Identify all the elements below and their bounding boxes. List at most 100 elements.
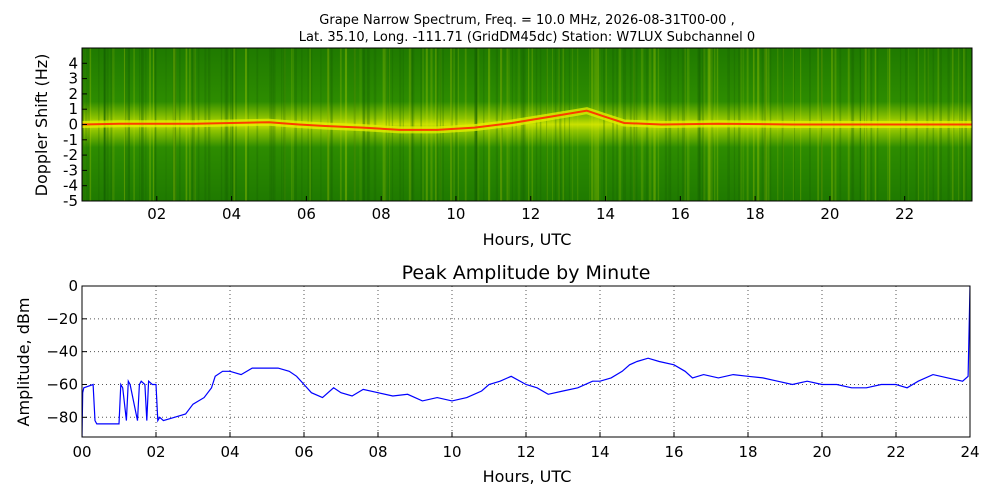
spectrogram-streak [439, 48, 442, 201]
spectrogram-streak [568, 48, 570, 201]
spectrogram-streak [528, 48, 530, 201]
spectrogram-streak [577, 48, 579, 201]
amplitude-x-tick-label: 00 [72, 443, 91, 461]
doppler-trace-core [82, 109, 972, 131]
spectrogram-streak [453, 48, 456, 201]
spectrogram-x-tick-label: 08 [372, 205, 391, 223]
spectrogram-streak [564, 48, 566, 201]
amplitude-x-tick-label: 16 [664, 443, 683, 461]
amplitude-plot-area [82, 286, 970, 437]
spectrogram-streak [420, 48, 423, 201]
spectrogram-x-tick-label: 22 [895, 205, 914, 223]
amplitude-series [82, 286, 970, 437]
spectrogram-streak [442, 48, 444, 201]
spectrogram-y-tick-label: 2 [68, 85, 78, 103]
amplitude-y-label: Amplitude, dBm [14, 298, 33, 427]
amplitude-x-tick-label: 08 [368, 443, 387, 461]
spectrogram-streak [389, 48, 391, 201]
spectrogram-x-tick-label: 02 [147, 205, 166, 223]
amplitude-x-tick-label: 10 [442, 443, 461, 461]
spectrogram-streak [455, 48, 458, 201]
spectrogram-streak [551, 48, 553, 201]
amplitude-y-tick-label: −40 [46, 343, 78, 361]
spectrogram-streak [558, 48, 560, 201]
spectrogram-streak [382, 48, 385, 201]
spectrogram-streak [388, 48, 390, 201]
spectrogram-streak [616, 48, 618, 201]
spectrogram-streak [434, 48, 438, 201]
amplitude-x-tick-label: 20 [812, 443, 831, 461]
spectrogram-streak [589, 48, 591, 201]
amplitude-y-tick-label: −20 [46, 310, 78, 328]
spectrogram-y-tick-label: -3 [63, 161, 78, 179]
spectrogram-streak [559, 48, 562, 201]
amplitude-x-tick-label: 04 [220, 443, 239, 461]
amplitude-y-tick-label: 0 [68, 277, 78, 295]
spectrogram-x-tick-label: 18 [746, 205, 765, 223]
spectrogram-streak [402, 48, 404, 201]
spectrogram-y-tick-label: -5 [63, 192, 78, 210]
spectrogram-streak [594, 48, 597, 201]
spectrogram-streak [436, 48, 439, 201]
amplitude-x-tick-label: 14 [590, 443, 609, 461]
spectrogram-streak [531, 48, 534, 201]
spectrogram-streak [439, 48, 442, 201]
spectrogram-y-tick-label: -2 [63, 146, 78, 164]
spectrogram-y-tick-label: 4 [68, 54, 78, 72]
spectrogram-x-tick-label: 20 [820, 205, 839, 223]
spectrogram-streak [599, 48, 601, 201]
spectrogram-streak [425, 48, 428, 201]
spectrogram-streak [603, 48, 606, 201]
spectrogram-streak [464, 48, 467, 201]
spectrogram-x-tick-label: 14 [596, 205, 615, 223]
spectrogram-streak [450, 48, 453, 201]
amplitude-y-ticks: 0 −20 −40 −60 −80 [46, 277, 87, 426]
spectrogram-y-tick-label: 1 [68, 100, 78, 118]
spectrogram-streak [612, 48, 615, 201]
amplitude-x-tick-label: 12 [516, 443, 535, 461]
spectrogram-streak [408, 48, 412, 201]
spectrogram-streak [391, 48, 394, 201]
amplitude-x-tick-label: 24 [960, 443, 979, 461]
spectrogram-streak [399, 48, 402, 201]
spectrogram-streak [591, 48, 594, 201]
spectrogram-streak [605, 48, 607, 201]
amplitude-series-line [82, 286, 970, 437]
spectrogram-x-tick-label: 12 [521, 205, 540, 223]
spectrogram-streak [546, 48, 548, 201]
spectrogram-x-tick-label: 10 [446, 205, 465, 223]
spectrogram-streak [430, 48, 433, 201]
spectrogram-y-tick-label: 3 [68, 70, 78, 88]
spectrogram-streak [374, 48, 377, 201]
amplitude-panel: Peak Amplitude by Minute 00 02 04 06 08 10 12 1… [14, 262, 980, 486]
spectrogram-x-tick-label: 04 [222, 205, 241, 223]
amplitude-x-tick-label: 06 [294, 443, 313, 461]
spectrogram-streak [597, 48, 599, 201]
spectrogram-streak [554, 48, 557, 201]
amplitude-x-tick-label: 22 [886, 443, 905, 461]
amplitude-x-tick-label: 18 [738, 443, 757, 461]
amplitude-title: Peak Amplitude by Minute [402, 262, 651, 284]
spectrogram-y-tick-label: -1 [63, 131, 78, 149]
spectrogram-x-label: Hours, UTC [483, 230, 572, 249]
spectrogram-streak [562, 48, 565, 201]
amplitude-y-tick-label: −60 [46, 375, 78, 393]
amplitude-y-tick-label: −80 [46, 408, 78, 426]
spectrogram-streak [457, 48, 459, 201]
amplitude-x-ticks: 00 02 04 06 08 10 12 14 16 18 20 22 24 [72, 432, 980, 461]
spectrogram-streak [450, 48, 453, 201]
spectrogram-streak [546, 48, 548, 201]
spectrogram-streak [535, 48, 538, 201]
spectrogram-streak [422, 48, 424, 201]
spectrogram-y-tick-label: 0 [68, 116, 78, 134]
spectrogram-streak [384, 48, 387, 201]
spectrogram-x-ticks: 02 04 06 08 10 12 14 16 18 20 22 [147, 196, 914, 223]
spectrogram-streak [571, 48, 574, 201]
doppler-trace [82, 107, 972, 134]
spectrogram-x-tick-label: 16 [671, 205, 690, 223]
spectrogram-streak [411, 48, 415, 201]
spectrum-title-line2: Lat. 35.10, Long. -111.71 (GridDM45dc) S… [298, 30, 756, 45]
